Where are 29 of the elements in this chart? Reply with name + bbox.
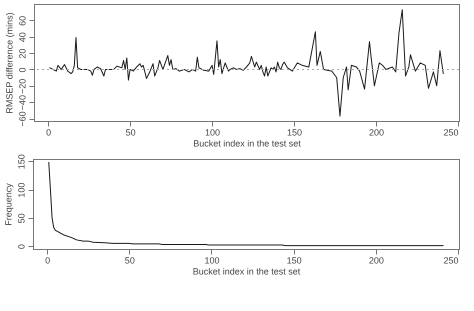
x-tick-label: 50 bbox=[124, 256, 135, 266]
y-tick-label: −60 bbox=[18, 111, 28, 127]
y-tick-label: −20 bbox=[18, 78, 28, 94]
x-tick-label: 250 bbox=[443, 128, 459, 138]
x-tick-label: 0 bbox=[45, 256, 50, 266]
y-tick-label: −40 bbox=[18, 95, 28, 110]
y-axis-title: RMSEP difference (mins) bbox=[4, 12, 14, 114]
x-tick-label: 150 bbox=[287, 128, 302, 138]
x-tick-label: 100 bbox=[205, 128, 220, 138]
y-tick-label: 50 bbox=[16, 213, 26, 224]
x-axis-title: Bucket index in the test set bbox=[193, 138, 302, 148]
y-tick-label: 40 bbox=[18, 32, 28, 42]
line-series bbox=[49, 9, 444, 117]
x-tick-label: 100 bbox=[204, 256, 220, 266]
x-tick-label: 50 bbox=[126, 128, 136, 138]
x-tick-label: 150 bbox=[286, 256, 302, 266]
y-tick-label: 20 bbox=[18, 48, 28, 59]
line-series bbox=[48, 162, 444, 246]
x-tick-label: 250 bbox=[443, 256, 459, 266]
x-tick-label: 200 bbox=[369, 128, 384, 138]
y-tick-label: 0 bbox=[16, 244, 26, 250]
x-tick-label: 200 bbox=[368, 256, 384, 266]
y-tick-label: 0 bbox=[18, 67, 28, 72]
y-tick-label: 60 bbox=[18, 16, 28, 26]
y-tick-label: 150 bbox=[16, 154, 26, 170]
x-tick-label: 0 bbox=[46, 128, 52, 138]
y-axis-title: Frequency bbox=[4, 182, 14, 226]
x-axis-title: Bucket index in the test set bbox=[192, 266, 301, 276]
y-tick-label: 100 bbox=[16, 182, 26, 198]
